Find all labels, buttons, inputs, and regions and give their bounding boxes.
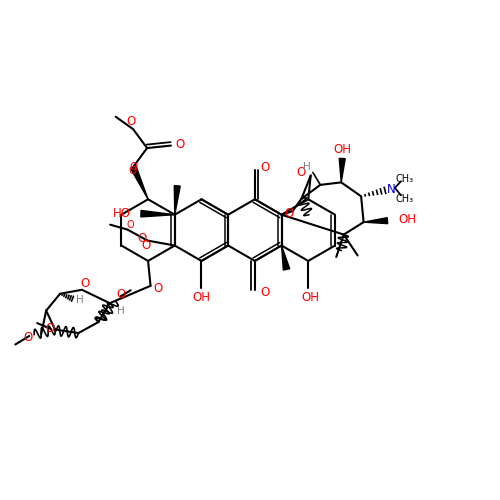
Text: OH: OH bbox=[302, 290, 320, 304]
Text: O: O bbox=[126, 115, 136, 128]
Text: CH₃: CH₃ bbox=[396, 194, 414, 204]
Text: O: O bbox=[296, 166, 306, 179]
Polygon shape bbox=[141, 210, 175, 217]
Text: OH: OH bbox=[192, 290, 210, 304]
Text: N: N bbox=[387, 183, 396, 196]
Text: O: O bbox=[138, 232, 147, 244]
Text: O: O bbox=[142, 239, 151, 252]
Polygon shape bbox=[364, 218, 388, 224]
Text: H: H bbox=[76, 294, 84, 304]
Text: O: O bbox=[176, 138, 184, 150]
Text: O: O bbox=[260, 162, 270, 174]
Text: CH₃: CH₃ bbox=[396, 174, 414, 184]
Text: HO: HO bbox=[113, 206, 131, 220]
Text: O: O bbox=[126, 220, 134, 230]
Text: O: O bbox=[116, 288, 126, 301]
Polygon shape bbox=[339, 158, 345, 182]
Polygon shape bbox=[130, 166, 148, 200]
Polygon shape bbox=[282, 246, 290, 270]
Text: O: O bbox=[153, 282, 162, 295]
Text: O: O bbox=[128, 166, 136, 176]
Text: H: H bbox=[117, 306, 124, 316]
Text: H: H bbox=[302, 162, 310, 172]
Polygon shape bbox=[174, 186, 180, 214]
Text: O: O bbox=[80, 278, 90, 290]
Text: O: O bbox=[46, 322, 54, 334]
Text: O: O bbox=[129, 162, 138, 172]
Text: O: O bbox=[284, 207, 293, 220]
Text: O: O bbox=[24, 330, 33, 344]
Text: OH: OH bbox=[398, 213, 416, 226]
Text: OH: OH bbox=[334, 143, 351, 156]
Text: O: O bbox=[260, 286, 270, 299]
